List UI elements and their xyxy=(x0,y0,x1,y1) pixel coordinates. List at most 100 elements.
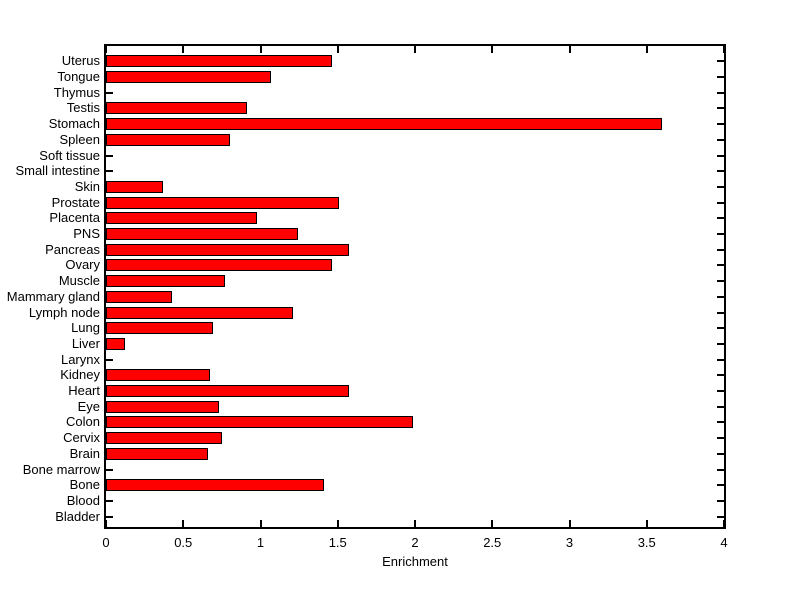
y-tick-right xyxy=(717,264,724,267)
y-tick-right xyxy=(717,295,724,298)
y-tick-label: Soft tissue xyxy=(39,147,100,163)
y-tick-right xyxy=(717,248,724,251)
x-tick-bottom xyxy=(645,520,648,527)
x-axis-title: Enrichment xyxy=(382,554,448,569)
x-tick-bottom xyxy=(491,520,494,527)
y-tick-label: Mammary gland xyxy=(6,288,100,304)
y-tick-right xyxy=(717,91,724,94)
y-tick-label: PNS xyxy=(73,226,100,241)
bar xyxy=(106,102,247,115)
bar xyxy=(106,385,349,397)
y-tick-right xyxy=(717,217,724,220)
x-tick-top xyxy=(568,46,571,53)
x-tick-label: 1.5 xyxy=(328,535,347,550)
y-tick-right xyxy=(717,154,724,157)
x-tick-label: 4 xyxy=(720,535,728,550)
y-tick-label: Colon xyxy=(66,414,100,430)
y-tick-label: Tongue xyxy=(57,69,100,84)
y-tick-label: Prostate xyxy=(51,194,100,210)
y-tick-right xyxy=(717,201,724,204)
x-tick-top xyxy=(645,46,648,53)
bar xyxy=(106,416,414,429)
bar xyxy=(106,447,208,460)
y-tick-right xyxy=(717,390,724,392)
y-tick-right xyxy=(717,107,724,110)
x-tick-label: 0 xyxy=(102,535,110,550)
y-tick-right xyxy=(717,499,724,502)
x-tick-label: 1 xyxy=(256,535,265,550)
y-tick-label: Placenta xyxy=(49,210,100,226)
y-tick-right xyxy=(717,374,724,377)
bar xyxy=(106,180,164,193)
y-tick-left xyxy=(106,154,113,157)
bar xyxy=(106,71,272,83)
bar xyxy=(106,243,349,256)
y-tick-label: Heart xyxy=(68,383,100,398)
y-tick-right xyxy=(717,342,724,345)
x-tick-top xyxy=(336,46,339,53)
x-tick-label: 2.5 xyxy=(483,535,502,550)
y-tick-left xyxy=(106,468,113,471)
y-tick-label: Stomach xyxy=(48,116,100,132)
bar xyxy=(106,306,293,319)
bar xyxy=(106,369,210,382)
y-tick-label: Liver xyxy=(71,335,100,351)
bar xyxy=(106,118,663,131)
x-tick-label: 3 xyxy=(565,535,574,550)
y-tick-right xyxy=(717,327,724,330)
x-tick-bottom xyxy=(259,520,262,527)
y-tick-label: Cervix xyxy=(63,430,100,446)
bar xyxy=(106,228,298,240)
y-tick-right xyxy=(717,484,724,487)
y-tick-label: Lung xyxy=(71,320,100,336)
bar xyxy=(106,259,332,272)
x-tick-label: 2 xyxy=(411,535,419,550)
y-tick-label: Brain xyxy=(69,445,100,461)
x-tick-top xyxy=(105,46,107,53)
bar xyxy=(106,196,340,209)
y-tick-label: Kidney xyxy=(60,367,100,383)
y-tick-label: Blood xyxy=(66,492,100,508)
y-tick-left xyxy=(106,170,113,173)
y-tick-right xyxy=(717,311,724,314)
y-tick-label: Testis xyxy=(66,100,100,116)
y-tick-right xyxy=(717,468,724,471)
bar xyxy=(106,400,219,413)
y-tick-right xyxy=(717,185,724,188)
y-tick-label: Uterus xyxy=(61,53,100,69)
x-tick-label: 0.5 xyxy=(174,535,193,550)
plot-area xyxy=(104,44,726,529)
bar xyxy=(106,479,324,492)
y-tick-label: Pancreas xyxy=(45,241,100,257)
y-tick-left xyxy=(106,499,113,502)
x-tick-top xyxy=(723,46,725,53)
y-tick-label: Skin xyxy=(74,178,100,194)
bar xyxy=(106,290,173,303)
y-tick-label: Small intestine xyxy=(15,163,100,179)
bar xyxy=(106,275,225,288)
y-tick-right xyxy=(717,138,724,141)
x-tick-bottom xyxy=(568,520,571,527)
y-tick-label: Eye xyxy=(77,398,100,414)
y-tick-label: Thymus xyxy=(53,84,100,100)
x-tick-top xyxy=(414,46,416,53)
y-tick-label: Larynx xyxy=(60,351,100,367)
x-tick-bottom xyxy=(414,520,416,527)
y-tick-right xyxy=(717,60,724,63)
x-tick-bottom xyxy=(105,520,107,527)
y-tick-label: Bladder xyxy=(55,508,100,524)
y-tick-right xyxy=(717,233,724,235)
x-tick-bottom xyxy=(723,520,725,527)
y-tick-label: Muscle xyxy=(58,273,100,289)
x-tick-top xyxy=(491,46,494,53)
x-tick-top xyxy=(182,46,185,53)
bar xyxy=(106,322,213,335)
y-tick-right xyxy=(717,437,724,440)
bar xyxy=(106,432,222,445)
x-tick-label: 3.5 xyxy=(637,535,656,550)
y-tick-right xyxy=(717,452,724,455)
y-tick-right xyxy=(717,280,724,283)
y-tick-left xyxy=(106,91,113,94)
x-tick-bottom xyxy=(182,520,185,527)
